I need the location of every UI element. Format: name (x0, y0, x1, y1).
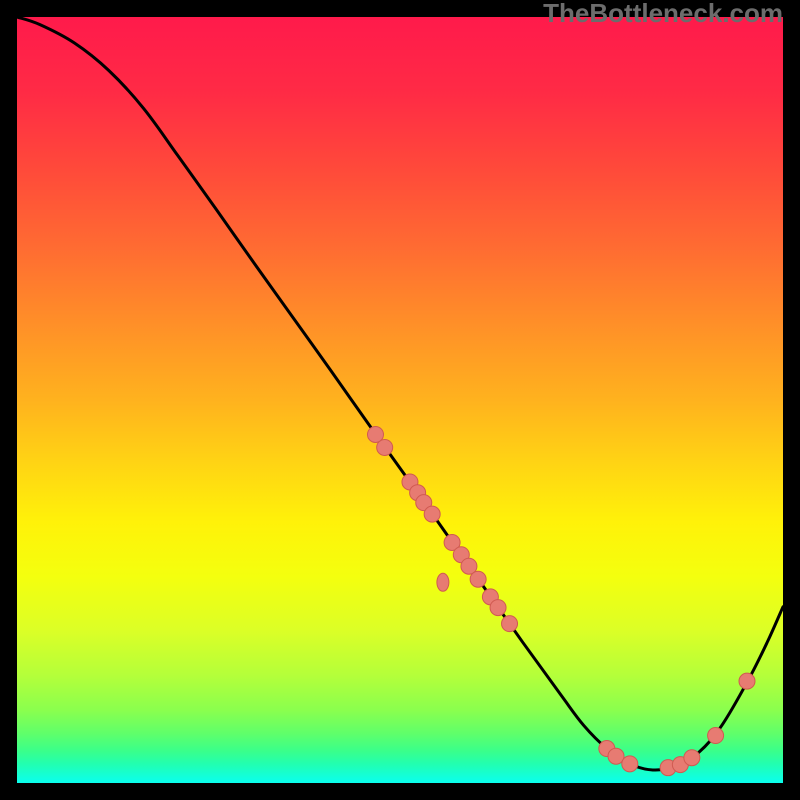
curve-line (17, 17, 783, 770)
watermark-text: TheBottleneck.com (543, 0, 783, 29)
chart-svg (17, 17, 783, 783)
data-marker (502, 616, 518, 632)
chart-plot-area (17, 17, 783, 783)
data-marker (490, 600, 506, 616)
data-marker (470, 571, 486, 587)
data-marker (622, 756, 638, 772)
data-marker (424, 506, 440, 522)
data-marker (708, 728, 724, 744)
data-marker (377, 439, 393, 455)
data-marker-offset (437, 573, 449, 591)
data-marker (684, 750, 700, 766)
data-marker (739, 673, 755, 689)
